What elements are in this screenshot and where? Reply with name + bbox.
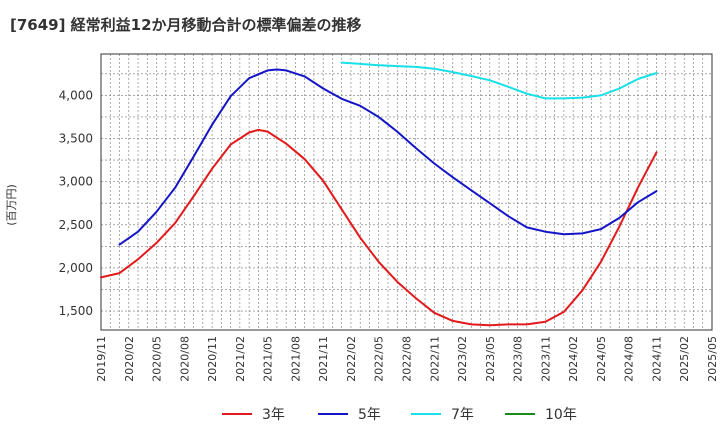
x-tick-label: 2022/05 (373, 336, 386, 382)
x-tick-label: 2019/11 (95, 336, 108, 382)
x-tick-label: 2021/05 (262, 336, 275, 382)
y-tick-label: 3,000 (59, 175, 93, 189)
x-axis: 2019/11 2020/02 2020/05 2020/08 2020/11 2021/… (95, 336, 719, 382)
legend-item: 5年 (318, 407, 381, 423)
x-tick-label: 2020/08 (178, 336, 191, 382)
x-tick-label: 2020/02 (123, 336, 136, 382)
x-tick-label: 2020/11 (206, 336, 219, 382)
y-tick-label: 2,500 (59, 218, 93, 232)
y-axis: 1,500 2,000 2,500 3,000 3,500 4,000 (59, 88, 93, 318)
series-layer (100, 61, 658, 327)
y-tick-label: 3,500 (59, 132, 93, 146)
legend-item: 7年 (411, 407, 474, 423)
legend-label: 5年 (358, 407, 381, 423)
x-tick-label: 2023/02 (456, 336, 469, 382)
x-tick-label: 2021/02 (234, 336, 247, 382)
y-tick-label: 1,500 (59, 304, 93, 318)
legend-label: 7年 (451, 407, 474, 423)
x-tick-label: 2023/05 (484, 336, 497, 382)
legend-label: 3年 (262, 407, 285, 423)
series-line-3年 (100, 128, 658, 327)
x-tick-label: 2021/11 (317, 336, 330, 382)
x-tick-label: 2025/02 (678, 336, 691, 382)
legend-item: 3年 (222, 407, 285, 423)
y-tick-label: 4,000 (59, 88, 93, 102)
legend-label: 10年 (545, 407, 577, 423)
x-tick-label: 2024/02 (567, 336, 580, 382)
x-tick-label: 2022/02 (345, 336, 358, 382)
x-tick-label: 2022/08 (401, 336, 414, 382)
x-tick-label: 2024/05 (595, 336, 608, 382)
x-tick-label: 2025/05 (706, 336, 719, 382)
series-line-7年 (340, 61, 658, 100)
x-tick-label: 2023/11 (539, 336, 552, 382)
legend-item: 10年 (505, 407, 577, 423)
x-tick-label: 2020/05 (151, 336, 164, 382)
y-axis-label: (百万円) (5, 184, 18, 226)
plot-area (100, 53, 713, 331)
x-tick-label: 2022/11 (428, 336, 441, 382)
x-tick-label: 2024/11 (650, 336, 663, 382)
legend: 3年 5年 7年 10年 (222, 407, 577, 423)
chart-title: [7649] 経常利益12か月移動合計の標準偏差の推移 (10, 16, 362, 34)
x-tick-label: 2023/08 (512, 336, 525, 382)
x-tick-label: 2024/08 (623, 336, 636, 382)
y-tick-label: 2,000 (59, 261, 93, 275)
x-tick-label: 2021/08 (289, 336, 302, 382)
series-line-5年 (118, 68, 658, 246)
